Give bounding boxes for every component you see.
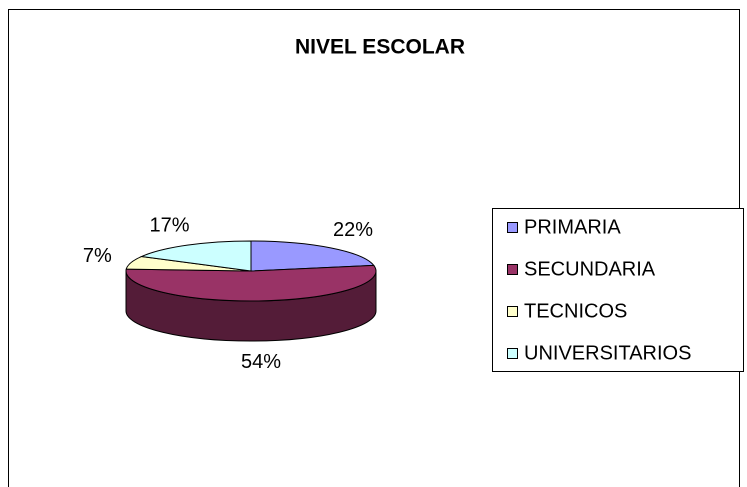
data-label: 7%	[83, 245, 112, 267]
legend-swatch	[507, 264, 518, 275]
legend-label: UNIVERSITARIOS	[524, 342, 691, 364]
legend-box	[492, 208, 744, 372]
legend-swatch	[507, 348, 518, 359]
legend-swatch	[507, 222, 518, 233]
pie-slice	[139, 240, 252, 272]
legend-swatch	[507, 306, 518, 317]
pie-slice	[125, 264, 377, 302]
legend-label: TECNICOS	[524, 300, 627, 322]
data-label: 17%	[150, 215, 190, 237]
data-label: 54%	[241, 351, 281, 373]
pie-slice	[250, 240, 375, 272]
legend-label: SECUNDARIA	[524, 258, 656, 280]
data-label: 22%	[333, 219, 373, 241]
legend-label: PRIMARIA	[524, 216, 621, 238]
chart-title: NIVEL ESCOLAR	[295, 36, 465, 59]
